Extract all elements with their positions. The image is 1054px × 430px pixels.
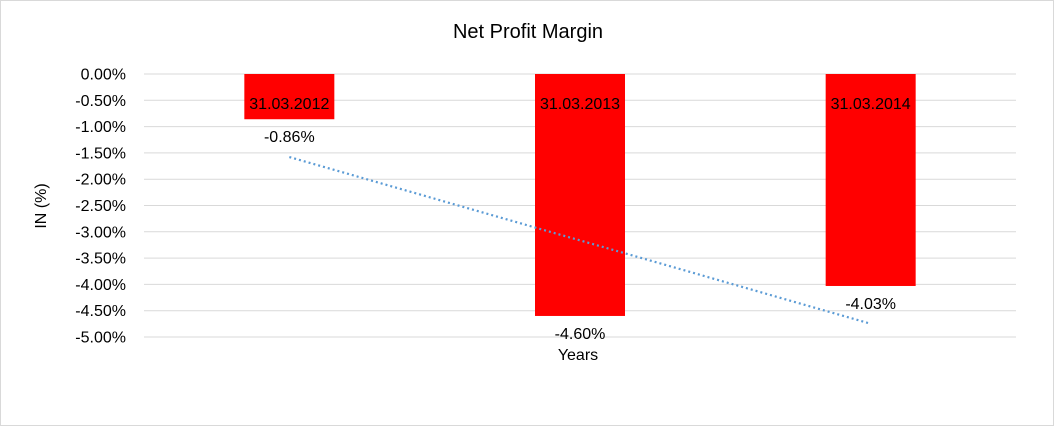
trendline	[289, 155, 871, 325]
x-axis-title: Years	[558, 347, 598, 364]
trendline-layer	[289, 155, 871, 325]
category-label: 31.03.2013	[540, 96, 620, 113]
data-label: -0.86%	[264, 129, 315, 146]
y-tick-label: 0.00%	[81, 67, 126, 84]
y-tick-label: -1.00%	[75, 119, 126, 136]
bar	[244, 74, 335, 120]
y-tick-label: -1.50%	[75, 145, 126, 162]
y-tick-label: -3.00%	[75, 224, 126, 241]
y-tick-label: -4.50%	[75, 303, 126, 320]
category-label: 31.03.2014	[831, 96, 911, 113]
y-tick-label: -4.00%	[75, 277, 126, 294]
data-label: -4.03%	[845, 296, 896, 313]
data-label: -4.60%	[555, 326, 606, 343]
y-tick-label: -2.00%	[75, 172, 126, 189]
y-axis-tick-labels: 0.00% -0.50% -1.00% -1.50% -2.00% -2.50% -3.00…	[75, 67, 126, 347]
bar	[825, 74, 916, 286]
data-labels: 31.03.2012 -0.86% 31.03.2013 -4.60% 31.03.20…	[249, 96, 911, 343]
chart-title: Net Profit Margin	[453, 21, 603, 43]
y-tick-label: -5.00%	[75, 330, 126, 347]
bars	[244, 74, 916, 316]
y-tick-label: -2.50%	[75, 198, 126, 215]
y-tick-label: -0.50%	[75, 93, 126, 110]
category-label: 31.03.2012	[249, 96, 329, 113]
bar	[535, 74, 625, 316]
y-axis-title: IN (%)	[33, 183, 50, 228]
y-tick-label: -3.50%	[75, 251, 126, 268]
